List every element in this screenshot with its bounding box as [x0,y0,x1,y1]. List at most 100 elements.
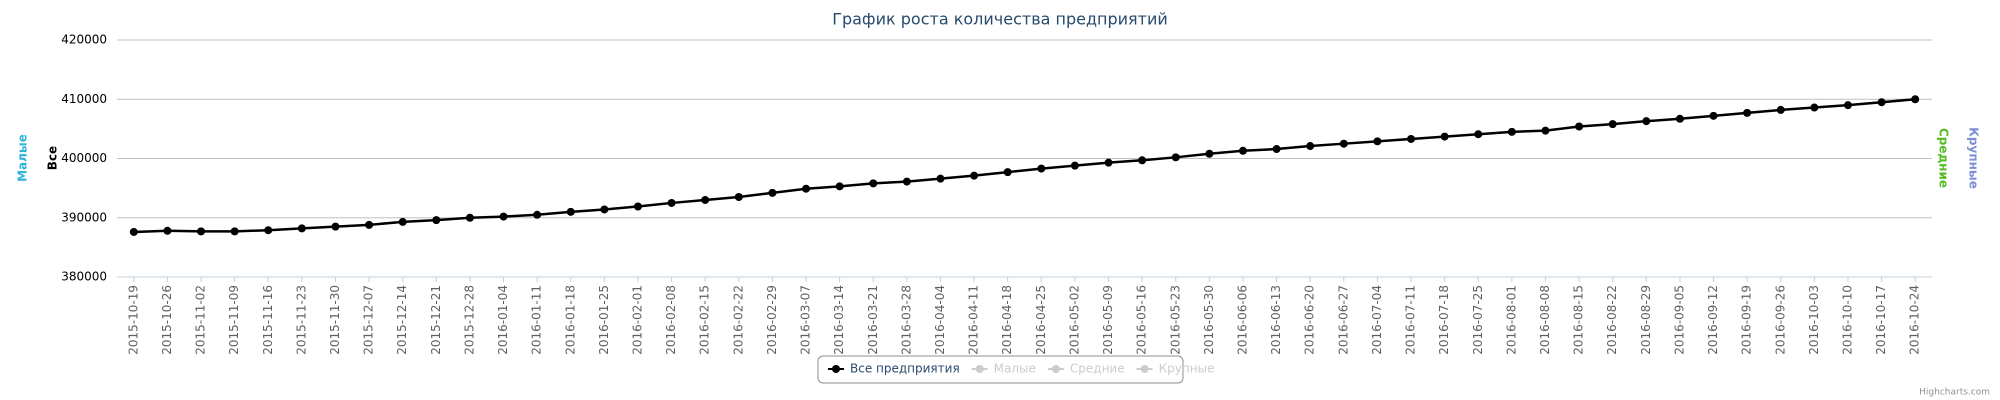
x-tick-label: 2015-12-21 [429,285,443,355]
data-point[interactable] [1003,168,1012,177]
data-point[interactable] [533,210,542,219]
x-tick-label: 2015-12-07 [362,285,376,355]
x-tick-label: 2016-05-09 [1101,285,1115,355]
x-tick-label: 2016-03-21 [866,285,880,355]
data-point[interactable] [1373,137,1382,146]
data-point[interactable] [835,182,844,191]
data-point[interactable] [936,174,945,183]
x-tick-label: 2016-06-13 [1269,285,1283,355]
data-point[interactable] [600,205,609,214]
data-point[interactable] [1541,126,1550,135]
x-tick-label: 2016-08-15 [1572,285,1586,355]
x-tick-label: 2016-09-12 [1706,285,1720,355]
data-point[interactable] [1474,130,1483,139]
data-point[interactable] [1675,114,1684,123]
data-point[interactable] [129,227,138,236]
data-point[interactable] [1776,105,1785,114]
data-point[interactable] [1709,111,1718,120]
x-tick-label: 2016-03-07 [799,285,813,355]
data-point[interactable] [1238,146,1247,155]
x-tick-label: 2015-11-02 [194,285,208,355]
legend-item[interactable]: Все предприятия [828,362,960,376]
x-tick-label: 2016-08-29 [1639,285,1653,355]
data-point[interactable] [1642,117,1651,126]
data-point[interactable] [1843,101,1852,110]
x-tick-label: 2015-10-19 [126,285,140,355]
data-point[interactable] [432,216,441,225]
data-point[interactable] [1037,164,1046,173]
x-tick-label: 2016-09-05 [1672,285,1686,355]
x-tick-label: 2016-08-22 [1605,285,1619,355]
data-point[interactable] [365,220,374,229]
data-point[interactable] [230,227,239,236]
data-point[interactable] [802,184,811,193]
data-point[interactable] [734,193,743,202]
data-point[interactable] [1339,139,1348,148]
x-tick-label: 2016-05-30 [1202,285,1216,355]
x-tick-label: 2016-01-25 [597,285,611,355]
legend-symbol [832,365,840,373]
y-tick-label: 410000 [61,92,107,106]
data-point[interactable] [633,202,642,211]
legend-item[interactable]: Крупные [1136,362,1215,376]
data-point[interactable] [1743,108,1752,117]
data-point[interactable] [1171,153,1180,162]
legend-item[interactable]: Малые [971,362,1036,376]
data-point[interactable] [566,207,575,216]
x-tick-label: 2016-02-01 [630,285,644,355]
legend-symbol [1140,365,1149,373]
data-point[interactable] [331,222,340,231]
x-tick-label: 2016-07-18 [1437,285,1451,355]
data-point[interactable] [1205,149,1214,158]
data-point[interactable] [1070,161,1079,170]
x-tick-label: 2016-04-04 [933,285,947,355]
x-tick-label: 2016-04-18 [1000,285,1014,355]
data-point[interactable] [1407,134,1416,143]
legend-label: Все предприятия [850,362,960,376]
x-tick-label: 2016-02-29 [765,285,779,355]
x-tick-label: 2016-10-03 [1807,285,1821,355]
data-point[interactable] [1877,98,1886,107]
data-point[interactable] [264,226,273,235]
data-point[interactable] [902,177,911,186]
data-point[interactable] [163,226,172,235]
x-tick-label: 2016-10-10 [1840,285,1854,355]
x-tick-label: 2016-04-11 [967,285,981,355]
y-axis-title: Средние [1937,128,1951,188]
x-tick-label: 2016-10-17 [1874,285,1888,355]
data-point[interactable] [1104,158,1113,167]
data-point[interactable] [667,198,676,207]
legend-label: Малые [994,362,1036,376]
data-point[interactable] [1440,132,1449,141]
y-axis-title: Малые [16,134,30,182]
data-point[interactable] [1138,156,1147,165]
data-point[interactable] [1272,145,1281,154]
data-point[interactable] [499,212,508,221]
data-point[interactable] [197,227,206,236]
data-point[interactable] [701,195,710,204]
credits[interactable]: Highcharts.com [1919,388,1990,398]
x-tick-label: 2016-01-11 [530,285,544,355]
data-point[interactable] [869,179,878,188]
x-tick-label: 2016-03-14 [832,285,846,355]
y-tick-label: 420000 [61,33,107,47]
data-point[interactable] [1810,103,1819,112]
x-tick-label: 2016-06-20 [1303,285,1317,355]
legend-item[interactable]: Средние [1047,362,1125,376]
data-point[interactable] [768,188,777,197]
data-point[interactable] [1911,95,1920,104]
data-point[interactable] [1608,120,1617,129]
x-tick-label: 2016-02-22 [731,285,745,355]
data-point[interactable] [1306,142,1315,151]
data-point[interactable] [398,217,407,226]
x-tick-label: 2016-08-01 [1504,285,1518,355]
x-tick-label: 2016-04-25 [1034,285,1048,355]
legend-symbol [975,365,984,373]
data-point[interactable] [297,224,306,233]
data-point[interactable] [1575,122,1584,131]
x-tick-label: 2016-09-26 [1773,285,1787,355]
data-point[interactable] [465,213,474,222]
data-point[interactable] [1507,127,1516,136]
data-point[interactable] [970,171,979,180]
